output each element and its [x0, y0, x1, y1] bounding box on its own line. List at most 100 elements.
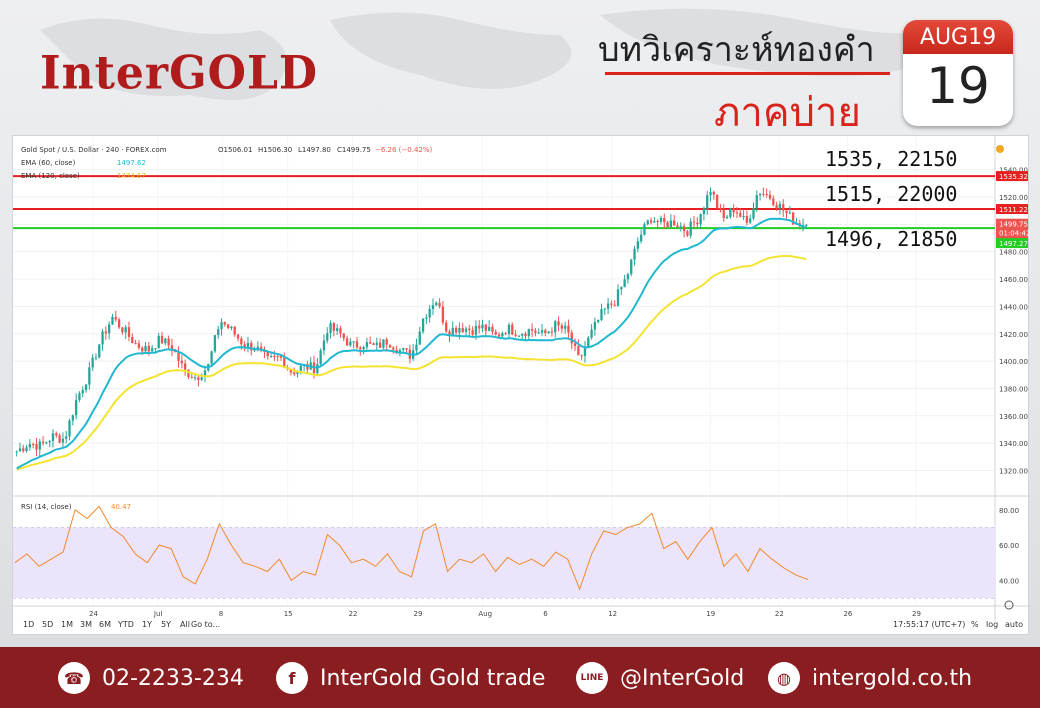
footer-line[interactable]: LINE @InterGold — [576, 662, 744, 694]
y-tick-label: 1360.00 — [999, 413, 1028, 421]
candle-body — [111, 316, 114, 325]
timeframe-1m[interactable]: 1M — [61, 620, 73, 629]
candles — [15, 187, 808, 457]
timeframe-ytd[interactable]: YTD — [117, 620, 134, 629]
candle-body — [213, 335, 217, 352]
candle-body — [342, 333, 345, 339]
ohlc-high: H1506.30 — [258, 146, 292, 154]
candle-body — [745, 216, 749, 223]
goto-button[interactable]: Go to... — [191, 620, 220, 629]
candle-body — [712, 191, 715, 195]
candle-body — [392, 347, 395, 350]
candle-body — [48, 440, 51, 443]
candle-body — [742, 216, 745, 218]
candle-body — [696, 222, 699, 225]
page-title: บทวิเคราะห์ทองคำ — [598, 30, 875, 70]
candle-body — [41, 441, 45, 443]
candle-body — [236, 334, 240, 339]
page-subtitle: ภาคบ่าย — [714, 90, 861, 136]
candle-body — [250, 342, 253, 351]
candle-body — [144, 345, 147, 352]
candle-body — [749, 218, 752, 223]
candle-body — [15, 451, 18, 453]
candle-body — [623, 279, 626, 288]
candle-body — [101, 331, 104, 345]
candle-body — [560, 325, 563, 329]
candle-body — [739, 212, 742, 217]
candle-body — [613, 304, 616, 306]
timeframe-6m[interactable]: 6M — [99, 620, 111, 629]
candle-body — [203, 370, 207, 378]
candle-body — [593, 322, 597, 330]
rsi-band — [13, 527, 995, 598]
candle-body — [616, 289, 620, 306]
candle-body — [28, 444, 32, 448]
footer-facebook[interactable]: f InterGold Gold trade — [276, 662, 545, 694]
candle-body — [610, 303, 613, 305]
candle-body — [220, 322, 223, 330]
candle-body — [441, 306, 445, 323]
candle-body — [279, 356, 283, 358]
alert-icon[interactable] — [996, 145, 1004, 153]
rsi-tick-label: 40.00 — [999, 577, 1019, 585]
timeframe-3m[interactable]: 3M — [80, 620, 92, 629]
candle-body — [458, 327, 461, 333]
candle-body — [273, 356, 276, 358]
candle-body — [487, 326, 491, 331]
candle-body — [58, 435, 61, 443]
candle-body — [68, 420, 71, 437]
candle-body — [335, 328, 339, 331]
candle-body — [722, 210, 725, 218]
candle-body — [682, 226, 686, 232]
y-tick-label: 1380.00 — [999, 385, 1028, 393]
candle-body — [160, 335, 164, 344]
settings-gear-icon[interactable] — [1004, 600, 1014, 610]
candle-body — [78, 393, 81, 400]
price-chart[interactable]: 1320.00 1340.00 1360.00 1380.00 1400.00 1420.… — [13, 136, 1030, 636]
timeframe-all[interactable]: All — [180, 620, 190, 629]
ohlc-change: −6.26 (−0.42%) — [375, 146, 433, 154]
timeframe-1d[interactable]: 1D — [23, 620, 34, 629]
ema-60-line — [16, 217, 807, 470]
footer-phone[interactable]: ☎ 02-2233-234 — [58, 662, 244, 694]
candle-body — [715, 194, 719, 209]
candle-body — [84, 384, 88, 391]
svg-text:1511.22: 1511.22 — [999, 206, 1028, 214]
timeframe-5d[interactable]: 5D — [42, 620, 53, 629]
candle-body — [177, 352, 180, 361]
candle-body — [659, 217, 663, 222]
candle-body — [679, 226, 682, 228]
candle-body — [372, 343, 375, 345]
candle-body — [45, 442, 48, 444]
candle-body — [108, 324, 111, 334]
timeframe-1y[interactable]: 1Y — [142, 620, 152, 629]
candle-body — [289, 368, 293, 373]
candle-body — [755, 195, 758, 209]
candle-body — [788, 212, 791, 214]
candle-body — [428, 308, 431, 318]
candle-body — [603, 308, 606, 310]
candle-body — [421, 318, 425, 332]
candle-body — [544, 330, 547, 334]
candle-body — [345, 338, 349, 346]
candle-body — [484, 324, 488, 331]
chart-panel: 1320.00 1340.00 1360.00 1380.00 1400.00 1420.… — [12, 135, 1030, 636]
candle-body — [256, 346, 260, 350]
x-tick-label: 22 — [349, 610, 358, 618]
footer-website[interactable]: ◍ intergold.co.th — [768, 662, 972, 694]
percent-toggle[interactable]: % — [971, 620, 979, 629]
auto-toggle[interactable]: auto — [1005, 620, 1023, 629]
clock-readout: 17:55:17 (UTC+7) — [893, 620, 965, 629]
y-tick-label: 1320.00 — [999, 467, 1028, 475]
log-toggle[interactable]: log — [986, 620, 998, 629]
candle-body — [319, 350, 322, 365]
candle-body — [22, 448, 25, 452]
ohlc-low: L1497.80 — [298, 146, 331, 154]
candle-body — [501, 333, 504, 337]
candle-body — [170, 345, 174, 351]
candle-body — [137, 343, 141, 348]
candle-body — [606, 303, 610, 309]
rsi-line — [14, 505, 809, 591]
timeframe-5y[interactable]: 5Y — [161, 620, 171, 629]
candle-body — [150, 348, 154, 352]
